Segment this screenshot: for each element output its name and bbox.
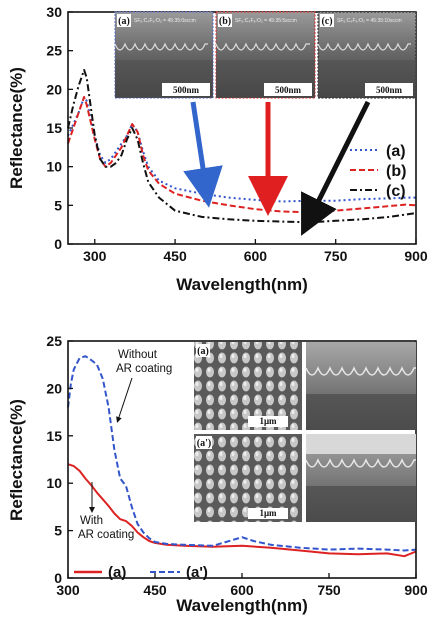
sem-inset-a-prime-cross-section bbox=[305, 434, 416, 522]
legend-label-b: (b) bbox=[386, 163, 406, 180]
svg-text:(a'): (a') bbox=[197, 438, 211, 449]
annotation-without: Without bbox=[118, 349, 158, 361]
svg-text:SF₆:C₄F₈:O₂ = 45:35:5sccm: SF₆:C₄F₈:O₂ = 45:35:5sccm bbox=[235, 18, 297, 24]
y-tick-label: 10 bbox=[46, 475, 62, 491]
y-tick-label: 20 bbox=[46, 81, 62, 97]
legend-label-a: (a) bbox=[386, 143, 406, 160]
svg-text:(b): (b) bbox=[219, 16, 231, 27]
arrow-black bbox=[301, 100, 371, 236]
sem-inset-c: (c) SF₆:C₄F₈:O₂ = 45:35:10sccm 500nm bbox=[317, 11, 417, 99]
y-axis-label-bottom: Reflectance(%) bbox=[7, 399, 26, 521]
legend-label-a: (a) bbox=[108, 564, 126, 581]
annotation-with-ar: AR coating bbox=[78, 529, 134, 541]
y-tick-label: 10 bbox=[46, 159, 62, 175]
sem-inset-a-cross-section bbox=[305, 342, 416, 430]
sem-inset-a-prime-top-view: (a') 1μm bbox=[194, 434, 302, 522]
svg-text:SF₆:C₄F₈:O₂ = 45:35:0sccm: SF₆:C₄F₈:O₂ = 45:35:0sccm bbox=[134, 18, 196, 24]
chart-top: 300 450 600 750 900 0 5 10 15 20 25 30 Reflectance(… bbox=[7, 4, 428, 294]
series-line-1 bbox=[67, 463, 417, 558]
y-tick-label: 0 bbox=[54, 570, 62, 586]
sem-inset-a: (a) SF₆:C₄F₈:O₂ = 45:35:0sccm 500nm bbox=[114, 11, 214, 99]
x-tick-label: 300 bbox=[56, 582, 80, 598]
x-tick-label: 450 bbox=[163, 248, 187, 264]
arrow-blue bbox=[183, 101, 223, 208]
sem-inset-b: (b) SF₆:C₄F₈:O₂ = 45:35:5sccm 500nm bbox=[215, 11, 316, 99]
x-axis-label-bottom: Wavelength(nm) bbox=[176, 596, 308, 615]
y-tick-label: 30 bbox=[46, 4, 62, 20]
y-tick-label: 25 bbox=[46, 333, 62, 349]
svg-text:500nm: 500nm bbox=[173, 85, 200, 95]
svg-text:1μm: 1μm bbox=[259, 416, 277, 426]
series-line-2 bbox=[67, 355, 417, 552]
svg-text:SF₆:C₄F₈:O₂ = 45:35:10sccm: SF₆:C₄F₈:O₂ = 45:35:10sccm bbox=[337, 18, 402, 24]
svg-text:(a): (a) bbox=[197, 346, 209, 357]
sem-inset-a-top-view: (a) 1μm bbox=[194, 342, 302, 430]
y-tick-label: 20 bbox=[46, 380, 62, 396]
y-tick-label: 5 bbox=[54, 523, 62, 539]
x-tick-label: 300 bbox=[83, 248, 107, 264]
annotation-arrow-without bbox=[116, 377, 133, 423]
annotation-without-ar: AR coating bbox=[116, 363, 172, 375]
y-tick-label: 25 bbox=[46, 43, 62, 59]
x-tick-label: 750 bbox=[324, 248, 348, 264]
x-tick-label: 900 bbox=[404, 248, 428, 264]
svg-text:(c): (c) bbox=[321, 16, 332, 27]
x-tick-label: 750 bbox=[317, 582, 341, 598]
svg-text:500nm: 500nm bbox=[376, 85, 403, 95]
x-axis-label-top: Wavelength(nm) bbox=[176, 275, 308, 294]
legend-bottom: (a) (a') bbox=[74, 564, 208, 581]
legend-label-a-prime: (a') bbox=[186, 564, 208, 581]
series-line-2 bbox=[67, 96, 417, 214]
svg-text:1μm: 1μm bbox=[259, 508, 277, 518]
x-tick-label: 900 bbox=[404, 582, 428, 598]
annotation-with: With bbox=[80, 515, 103, 527]
y-tick-label: 15 bbox=[46, 428, 62, 444]
y-tick-label: 5 bbox=[54, 197, 62, 213]
x-tick-label: 600 bbox=[230, 582, 254, 598]
svg-text:(a): (a) bbox=[118, 16, 130, 27]
x-tick-label: 450 bbox=[143, 582, 167, 598]
legend-top: (a) (b) (c) bbox=[350, 143, 406, 200]
legend-label-c: (c) bbox=[386, 183, 406, 200]
y-tick-label: 15 bbox=[46, 120, 62, 136]
svg-text:500nm: 500nm bbox=[275, 85, 302, 95]
y-tick-label: 0 bbox=[54, 236, 62, 252]
chart-bottom: 300 450 600 750 900 0 5 10 15 20 25 Reflectance(%)… bbox=[7, 333, 428, 615]
x-tick-label: 600 bbox=[244, 248, 268, 264]
y-axis-label-top: Reflectance(%) bbox=[7, 67, 26, 189]
